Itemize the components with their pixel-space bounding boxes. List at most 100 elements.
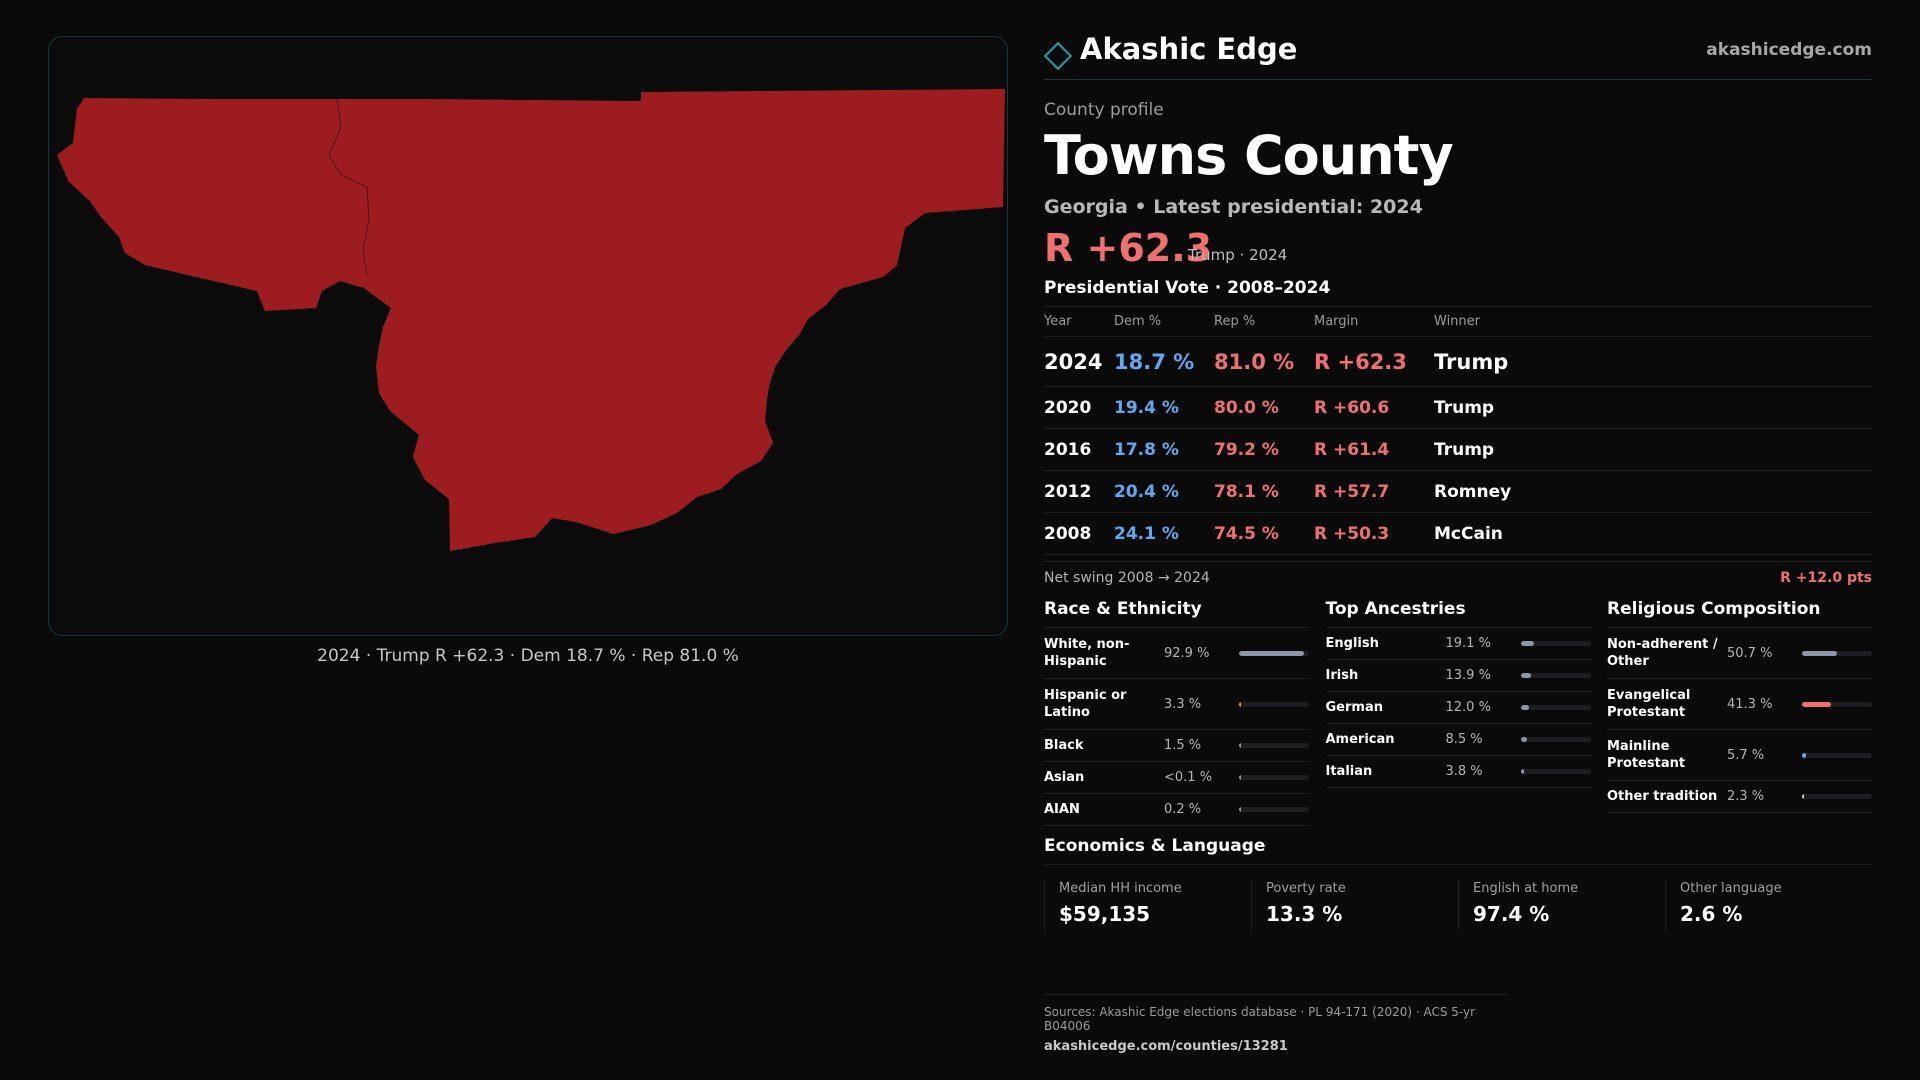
race-row: White, non-Hispanic 92.9 % [1044,628,1309,679]
ancestry-column: Top Ancestries English 19.1 % Irish 13.9 % G… [1325,599,1591,826]
ancestry-bar [1520,673,1591,678]
vote-year: 2016 [1044,439,1092,460]
ancestry-row: American 8.5 % [1325,724,1591,756]
religion-bar-fill [1802,794,1804,799]
religion-pct: 41.3 % [1727,696,1773,712]
religion-bar-fill [1802,650,1837,656]
race-bar [1239,701,1309,707]
race-bar-fill [1239,650,1304,656]
ancestry-label: German [1325,700,1383,715]
demographics: Race & Ethnicity White, non-Hispanic 92.9… [1044,599,1872,826]
vote-row[interactable]: 2008 24.1 % 74.5 % R +50.3 McCain [1044,513,1872,555]
economics-stat: Poverty rate 13.3 % [1251,879,1458,931]
ancestry-bar [1520,705,1591,710]
vote-margin: R +60.6 [1314,397,1390,418]
brand-header: Akashic Edge akashicedge.com [1043,30,1872,80]
ancestry-label: English [1325,636,1379,651]
brand-name[interactable]: Akashic Edge [1080,32,1298,66]
economics-stat: English at home 97.4 % [1458,879,1665,931]
vote-winner: McCain [1434,523,1503,544]
economics-stats: Median HH income $59,135 Poverty rate 13.3 … [1044,879,1872,931]
race-label: Hispanic or Latino [1044,688,1127,720]
sources-line: Sources: Akashic Edge elections database… [1044,1005,1476,1033]
race-label: Asian [1044,770,1085,785]
ancestry-bar-fill [1520,769,1524,774]
race-bar-fill [1239,743,1241,748]
religion-label: Non-adherent / Other [1607,637,1718,669]
vote-dem-pct: 18.7 % [1114,349,1195,374]
ancestry-label: Irish [1325,668,1359,683]
race-row: Hispanic or Latino 3.3 % [1044,679,1309,730]
economics-stat-label: Median HH income [1059,881,1182,896]
ancestry-pct: 13.9 % [1445,668,1491,683]
vote-year: 2008 [1044,523,1092,544]
economics-stat: Median HH income $59,135 [1044,879,1251,931]
vote-margin: R +57.7 [1314,481,1390,502]
ancestry-pct: 19.1 % [1445,636,1491,651]
race-bar-fill [1239,701,1241,707]
vote-table-body: 2024 18.7 % 81.0 % R +62.3 Trump 2020 19.4 % 80… [1044,337,1872,555]
race-column: Race & Ethnicity White, non-Hispanic 92.9… [1044,599,1309,826]
religion-pct: 2.3 % [1727,789,1765,804]
religion-label: Other tradition [1607,789,1718,804]
vote-dem-pct: 24.1 % [1114,523,1179,544]
vote-section-title: Presidential Vote · 2008–2024 [1044,278,1872,307]
vote-winner: Romney [1434,481,1512,502]
vote-row[interactable]: 2016 17.8 % 79.2 % R +61.4 Trump [1044,429,1872,471]
race-bar [1239,807,1309,812]
ancestry-bar-fill [1520,737,1527,742]
ancestry-row: English 19.1 % [1325,628,1591,660]
subtitle: Georgia • Latest presidential: 2024 [1044,196,1423,218]
race-bar [1239,650,1309,656]
county-map [57,89,1005,551]
sources-url[interactable]: akashicedge.com/counties/13281 [1044,1039,1288,1054]
race-pct: 1.5 % [1164,738,1202,753]
economics-title: Economics & Language [1044,836,1872,865]
religion-bar [1802,650,1872,656]
vote-year: 2020 [1044,397,1092,418]
net-swing: Net swing 2008 → 2024 R +12.0 pts [1044,561,1872,591]
religion-pct: 5.7 % [1727,747,1765,763]
religion-row: Mainline Protestant 5.7 % [1607,730,1872,781]
vote-year: 2012 [1044,481,1092,502]
economics-stat-value: 13.3 % [1266,902,1343,926]
ancestry-bar [1520,769,1591,774]
vote-year: 2024 [1044,349,1103,374]
religion-bar [1802,701,1872,707]
religion-row: Other tradition 2.3 % [1607,781,1872,813]
ancestry-list: English 19.1 % Irish 13.9 % German 12.0 % Amer… [1325,628,1591,788]
county-map-panel [48,36,1008,636]
ancestry-bar-fill [1520,673,1531,678]
ancestry-label: Italian [1325,764,1373,779]
ancestry-row: German 12.0 % [1325,692,1591,724]
religion-row: Evangelical Protestant 41.3 % [1607,679,1872,730]
race-row: AIAN 0.2 % [1044,794,1309,826]
vote-winner: Trump [1434,349,1509,374]
vote-row[interactable]: 2020 19.4 % 80.0 % R +60.6 Trump [1044,387,1872,429]
ancestry-bar [1520,737,1591,742]
county-profile: Akashic Edge akashicedge.com County prof… [1043,30,1872,931]
race-label: AIAN [1044,802,1080,817]
vote-dem-pct: 17.8 % [1114,439,1179,460]
vote-margin: R +61.4 [1314,439,1390,460]
ancestry-row: Italian 3.8 % [1325,756,1591,788]
economics-stat-value: 97.4 % [1473,902,1550,926]
vote-rep-pct: 81.0 % [1214,349,1295,374]
race-bar [1239,775,1309,780]
vote-winner: Trump [1434,439,1495,460]
diamond-icon [1043,41,1073,71]
race-title: Race & Ethnicity [1044,599,1309,628]
vote-rep-pct: 80.0 % [1214,397,1279,418]
vote-row[interactable]: 2012 20.4 % 78.1 % R +57.7 Romney [1044,471,1872,513]
religion-bar [1802,752,1872,758]
race-bar-fill [1239,807,1241,812]
economics-stat-value: $59,135 [1059,902,1151,926]
vote-row[interactable]: 2024 18.7 % 81.0 % R +62.3 Trump [1044,337,1872,387]
header-winner: Winner [1434,314,1481,329]
race-label: White, non-Hispanic [1044,637,1130,669]
vote-dem-pct: 20.4 % [1114,481,1179,502]
religion-pct: 50.7 % [1727,645,1773,661]
brand-url[interactable]: akashicedge.com [1706,40,1872,60]
county-shape[interactable] [57,89,1005,551]
ancestry-pct: 8.5 % [1445,732,1483,747]
